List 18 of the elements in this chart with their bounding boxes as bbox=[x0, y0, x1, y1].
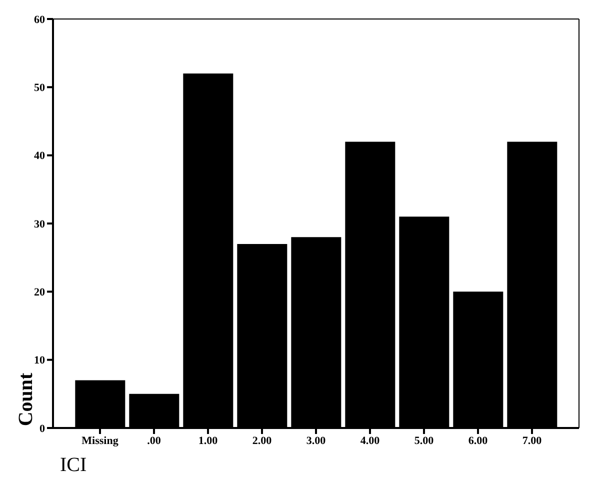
x-tick-label: 2.00 bbox=[252, 434, 272, 447]
x-tick-label: 4.00 bbox=[360, 434, 380, 447]
y-tick-label: 20 bbox=[34, 286, 46, 299]
y-tick-label: 0 bbox=[40, 422, 46, 435]
y-axis-title: Count bbox=[15, 372, 38, 426]
x-tick-label: 7.00 bbox=[522, 434, 542, 447]
y-tick-label: 40 bbox=[34, 150, 46, 162]
x-tick-label: 1.00 bbox=[198, 434, 218, 447]
x-axis-title: ICI bbox=[60, 454, 87, 477]
x-tick-label: .00 bbox=[147, 434, 162, 447]
y-tick-label: 50 bbox=[34, 82, 46, 94]
x-tick-label: 6.00 bbox=[468, 434, 488, 447]
y-tick-label: 60 bbox=[34, 14, 46, 26]
x-tick-label: 5.00 bbox=[414, 434, 434, 447]
x-tick-label: 3.00 bbox=[306, 434, 326, 447]
y-tick-label: 30 bbox=[34, 218, 46, 230]
y-tick-label: 10 bbox=[34, 354, 46, 367]
x-tick-label: Missing bbox=[82, 434, 119, 447]
